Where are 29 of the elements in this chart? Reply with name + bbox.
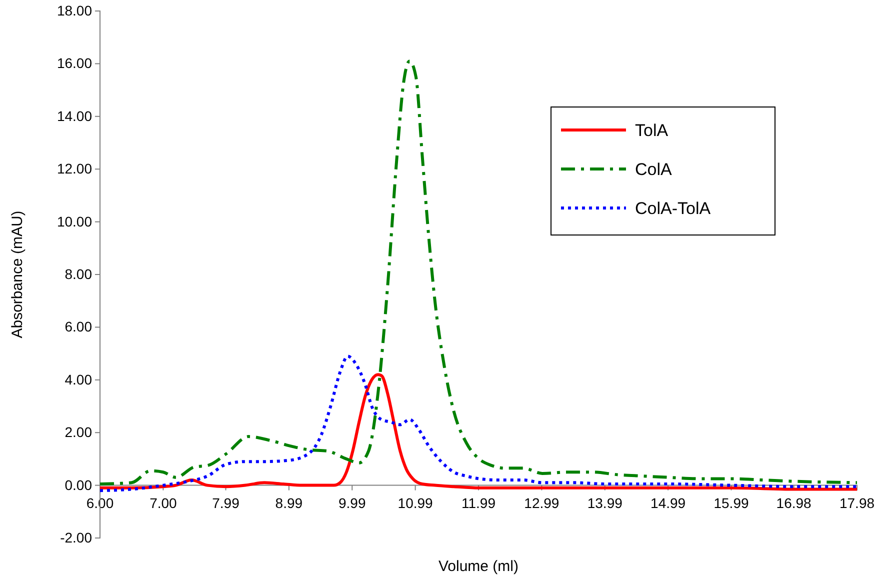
legend-label: TolA [635, 121, 669, 140]
x-axis-title: Volume (ml) [438, 558, 519, 575]
x-tick-label: 10.99 [398, 495, 434, 512]
x-tick-label: 12.99 [524, 495, 560, 512]
y-tick-label: 6.00 [64, 318, 92, 335]
x-tick-label: 11.99 [462, 495, 496, 512]
x-tick-label: 7.99 [212, 495, 240, 512]
x-tick-label: 9.99 [338, 495, 366, 512]
x-tick-label: 14.99 [650, 495, 686, 512]
y-tick-label: 18.00 [56, 2, 92, 18]
x-tick-label: 8.99 [275, 495, 303, 512]
x-tick-label: 15.99 [714, 495, 749, 512]
x-tick-label: 13.99 [587, 495, 623, 512]
y-tick-label: 14.00 [56, 108, 92, 124]
y-tick-label: 4.00 [64, 371, 92, 388]
y-axis-title: Absorbance (mAU) [9, 210, 26, 338]
y-tick-label: 12.00 [56, 160, 92, 177]
y-tick-label: 16.00 [56, 55, 92, 72]
y-tick-label: -2.00 [60, 529, 92, 546]
line-series [98, 60, 858, 486]
x-tick-label: 17.98 [839, 495, 875, 512]
y-tick-label: 2.00 [64, 424, 92, 440]
x-tick-label: 16.98 [776, 495, 812, 512]
legend-label: ColA [635, 160, 673, 179]
x-tick-label: 7.00 [150, 495, 178, 512]
y-tick-label: 8.00 [64, 266, 92, 282]
y-tick-label: 0.00 [64, 476, 92, 493]
y-tick-label: 10.00 [56, 213, 92, 230]
legend-label: ColA-TolA [635, 199, 712, 218]
